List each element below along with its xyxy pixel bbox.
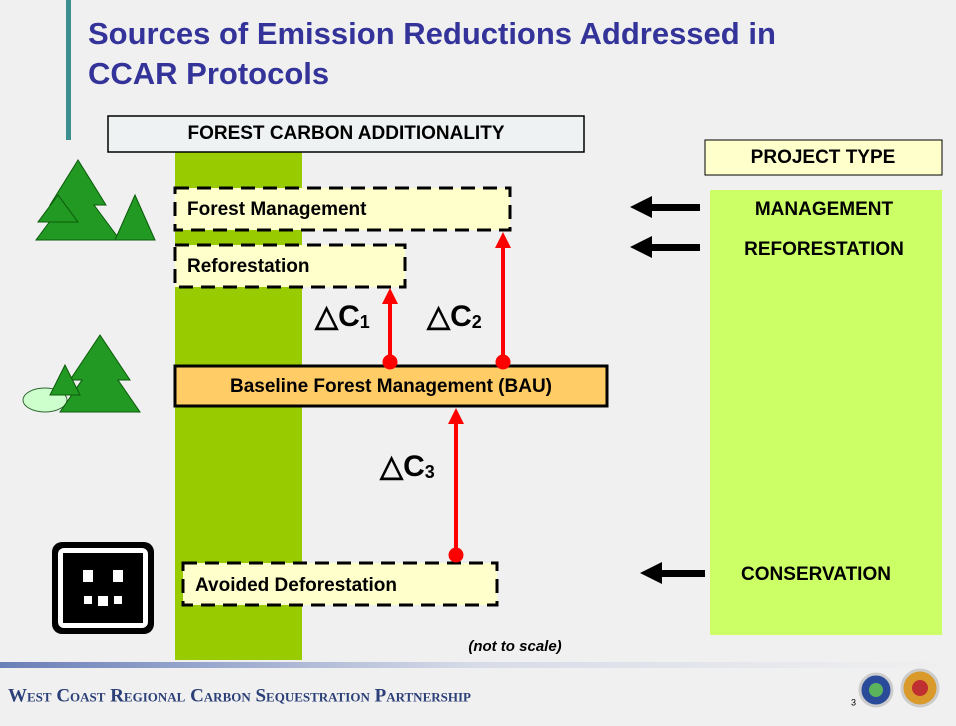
box-label: Forest Management	[187, 199, 367, 220]
trees-top	[36, 160, 155, 240]
footer-text: West Coast Regional Carbon Sequestration…	[8, 685, 471, 706]
house-icon	[52, 542, 154, 634]
title: CCAR Protocols	[88, 56, 329, 91]
page: {"header": {"title_line1": "Sources of E…	[0, 0, 956, 721]
accent-bar	[66, 0, 71, 140]
page-number: 3	[851, 697, 856, 707]
box-label: Baseline Forest Management (BAU)	[230, 376, 552, 397]
title: Sources of Emission Reductions Addressed…	[88, 16, 776, 51]
project-type: MANAGEMENT	[755, 199, 894, 220]
black-arrows	[630, 196, 705, 584]
box-label: Reforestation	[187, 256, 309, 277]
project-type-label: PROJECT TYPE	[751, 147, 896, 168]
note: (not to scale)	[468, 638, 561, 655]
box-label: Avoided Deforestation	[195, 575, 397, 596]
delta: △C3	[379, 450, 435, 483]
project-type: REFORESTATION	[744, 239, 904, 260]
project-type: CONSERVATION	[741, 564, 891, 585]
trees-mid	[23, 335, 140, 412]
logos	[860, 670, 938, 706]
footer-bar	[0, 662, 956, 668]
delta: △C1	[314, 300, 370, 333]
delta: △C2	[426, 300, 482, 333]
column-label: FOREST CARBON ADDITIONALITY	[187, 123, 504, 144]
slide: Sources of Emission Reductions Addressed…	[0, 0, 956, 721]
